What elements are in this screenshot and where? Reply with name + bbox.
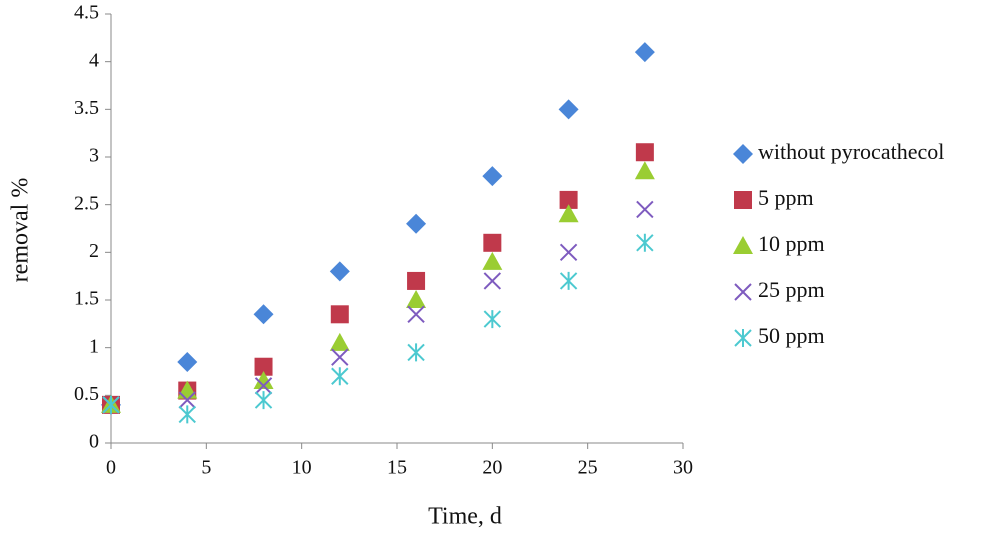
y-tick-label: 4.5	[74, 2, 99, 24]
marker	[634, 161, 655, 180]
marker	[483, 310, 502, 329]
marker	[483, 272, 502, 290]
x-tick-label: 15	[387, 457, 407, 479]
x-tick-label: 5	[201, 457, 211, 479]
y-tick-label: 2	[89, 240, 99, 262]
y-tick-label: 2.5	[74, 192, 99, 214]
marker	[178, 405, 196, 424]
x-tick-label: 30	[673, 457, 693, 479]
marker	[559, 271, 578, 290]
x-tick-label: 20	[482, 457, 502, 479]
marker	[330, 305, 349, 324]
legend-marker	[734, 283, 752, 301]
marker	[254, 377, 273, 395]
y-tick-label: 1.5	[74, 288, 99, 310]
y-tick-label: 0	[89, 431, 99, 453]
x-tick-label: 0	[106, 457, 116, 479]
marker	[482, 166, 503, 187]
legend-label: 50 ppm	[758, 323, 825, 348]
marker	[102, 395, 120, 414]
marker	[406, 213, 427, 234]
marker	[177, 351, 198, 372]
marker	[254, 391, 273, 410]
x-axis-title: Time, d	[428, 504, 502, 530]
marker	[407, 305, 425, 324]
marker	[559, 190, 578, 209]
marker	[636, 200, 654, 219]
y-tick-label: 3	[89, 145, 99, 167]
legend-label: 10 ppm	[758, 231, 825, 256]
marker	[559, 243, 578, 262]
legend-marker	[733, 236, 753, 254]
marker	[634, 42, 655, 63]
y-tick-label: 1	[89, 335, 99, 357]
y-tick-label: 4	[89, 49, 99, 71]
x-tick-label: 10	[292, 457, 312, 479]
marker	[635, 143, 654, 162]
marker	[331, 367, 349, 386]
marker	[482, 251, 503, 270]
marker	[253, 371, 274, 390]
legend-marker	[734, 329, 752, 347]
marker	[253, 304, 274, 325]
marker	[406, 290, 427, 308]
y-tick-label: 0.5	[74, 383, 99, 405]
marker	[636, 233, 654, 252]
y-axis-title: removal %	[8, 178, 34, 283]
legend-marker	[733, 144, 753, 164]
marker	[407, 271, 426, 290]
legend-marker	[734, 191, 752, 209]
marker	[178, 391, 196, 409]
marker	[407, 343, 425, 362]
y-tick-label: 3.5	[74, 97, 99, 119]
legend-label: 5 ppm	[758, 185, 814, 210]
marker	[329, 261, 350, 282]
legend-label: 25 ppm	[758, 277, 825, 302]
marker	[483, 233, 502, 252]
marker	[329, 332, 350, 351]
marker	[558, 99, 579, 120]
marker	[331, 348, 349, 366]
marker	[558, 204, 579, 223]
legend-label: without pyrocathecol	[758, 139, 944, 164]
marker	[254, 357, 273, 376]
x-tick-label: 25	[578, 457, 598, 479]
